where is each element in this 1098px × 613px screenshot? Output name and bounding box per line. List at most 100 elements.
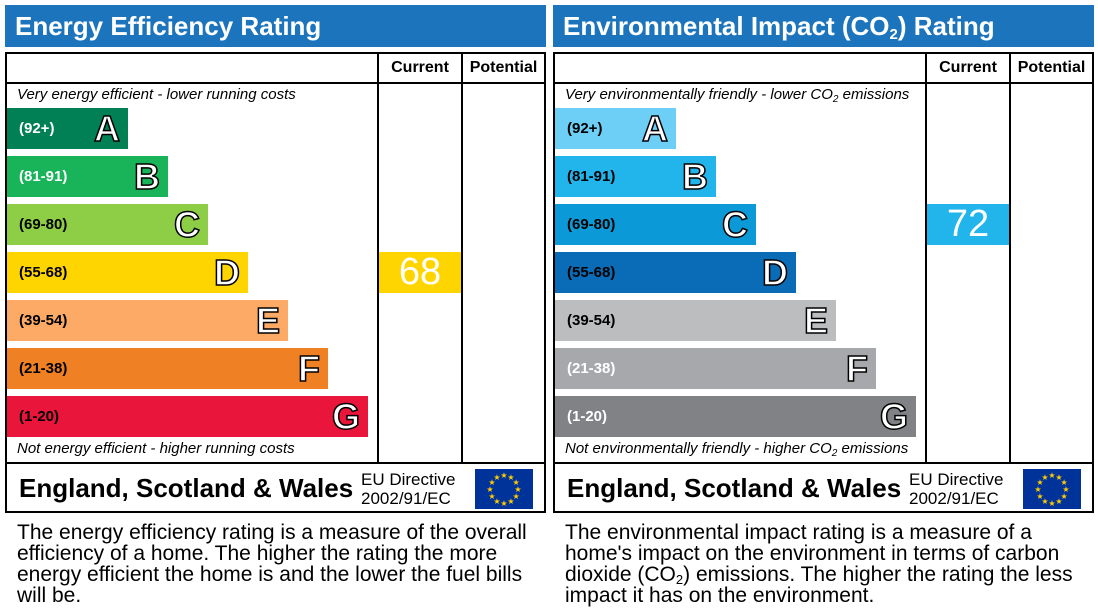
- band-letter: A: [93, 107, 121, 150]
- rating-frame: Current Potential Very energy efficient - …: [5, 52, 546, 513]
- environmental-impact-panel: Environmental Impact (CO2) Rating Current…: [553, 0, 1094, 613]
- band-letter: C: [173, 203, 201, 246]
- current-rating-value: 72: [927, 204, 1009, 245]
- current-column-divider: [377, 54, 379, 464]
- header-row-divider: [7, 82, 544, 84]
- band-letter: B: [681, 155, 709, 198]
- eu-star: ★: [1048, 471, 1055, 480]
- eu-star: ★: [1034, 485, 1041, 494]
- column-header-current: Current: [939, 59, 997, 76]
- eu-directive-line: EU Directive: [909, 470, 1004, 489]
- footer-row-divider: [555, 462, 1092, 464]
- eu-star: ★: [488, 478, 495, 487]
- rating-band-b: (81-91) B: [7, 155, 168, 198]
- column-header-potential: Potential: [1017, 59, 1086, 76]
- rating-band-a: (92+) A: [555, 107, 676, 150]
- band-range-label: (55-68): [19, 264, 68, 281]
- eu-star: ★: [1061, 478, 1068, 487]
- band-letter: F: [845, 347, 869, 390]
- eu-star: ★: [1061, 492, 1068, 501]
- region-label: England, Scotland & Wales: [19, 473, 354, 503]
- band-range-label: (81-91): [567, 168, 616, 185]
- rating-band-b: (81-91) B: [555, 155, 716, 198]
- current-rating-value: 68: [379, 252, 461, 293]
- band-range-label: (39-54): [567, 312, 616, 329]
- eu-star: ★: [500, 471, 507, 480]
- eu-star: ★: [1041, 497, 1048, 506]
- eu-star: ★: [1041, 473, 1048, 482]
- eu-stars-icon: ★ ★★★★★★★★★★★: [1034, 471, 1069, 508]
- eu-directive-label: EU Directive 2002/91/EC: [361, 470, 455, 508]
- energy-efficiency-panel: Energy Efficiency Rating Current Potential…: [5, 0, 546, 613]
- rating-band-e: (39-54) E: [7, 299, 288, 342]
- rating-description: The environmental impact rating is a mea…: [565, 521, 1073, 607]
- eu-star: ★: [500, 499, 507, 508]
- band-range-label: (21-38): [19, 360, 68, 377]
- rating-band-g: (1-20) G: [7, 395, 368, 438]
- rating-band-f: (21-38) F: [7, 347, 328, 390]
- bottom-caption: Not environmentally friendly - higher CO…: [565, 440, 909, 459]
- eu-star: ★: [488, 492, 495, 501]
- band-letter: D: [761, 251, 789, 294]
- eu-star: ★: [1055, 497, 1062, 506]
- rating-band-a: (92+) A: [7, 107, 128, 150]
- header-row-divider: [555, 82, 1092, 84]
- eu-star: ★: [493, 497, 500, 506]
- band-letter: E: [255, 299, 281, 342]
- footer-row-divider: [7, 462, 544, 464]
- rating-description: The energy efficiency rating is a measur…: [17, 521, 527, 607]
- eu-stars-icon: ★ ★★★★★★★★★★★: [486, 471, 521, 508]
- region-label: England, Scotland & Wales: [567, 473, 902, 503]
- eu-star: ★: [514, 485, 521, 494]
- rating-band-g: (1-20) G: [555, 395, 916, 438]
- eu-star: ★: [486, 485, 493, 494]
- rating-band-f: (21-38) F: [555, 347, 876, 390]
- band-letter: E: [803, 299, 829, 342]
- band-letter: B: [133, 155, 161, 198]
- current-column-divider: [925, 54, 927, 464]
- band-letter: D: [213, 251, 241, 294]
- eu-star: ★: [513, 492, 520, 501]
- eu-directive-label: EU Directive 2002/91/EC: [909, 470, 1003, 508]
- bottom-caption: Not energy efficient - higher running co…: [17, 440, 295, 457]
- potential-column-divider: [461, 54, 463, 464]
- eu-star: ★: [507, 497, 514, 506]
- band-range-label: (55-68): [567, 264, 616, 281]
- rating-band-c: (69-80) C: [555, 203, 756, 246]
- eu-star: ★: [507, 473, 514, 482]
- eu-directive-line: 2002/91/EC: [909, 489, 999, 508]
- eu-directive-line: EU Directive: [361, 470, 456, 489]
- eu-flag-icon: ★ ★ ★ ★ ★ ★ ★ ★ ★ ★ ★ ★: [475, 469, 533, 509]
- chart-title: Energy Efficiency Rating: [5, 5, 546, 47]
- band-letter: F: [297, 347, 321, 390]
- rating-band-d: (55-68) D: [555, 251, 796, 294]
- eu-star: ★: [493, 473, 500, 482]
- band-range-label: (39-54): [19, 312, 68, 329]
- band-range-label: (1-20): [19, 408, 60, 425]
- column-header-current: Current: [391, 59, 449, 76]
- band-range-label: (92+): [19, 120, 55, 137]
- band-letter: G: [879, 395, 909, 438]
- band-range-label: (21-38): [567, 360, 616, 377]
- eu-directive-line: 2002/91/EC: [361, 489, 451, 508]
- band-range-label: (69-80): [19, 216, 68, 233]
- potential-column-divider: [1009, 54, 1011, 464]
- band-range-label: (92+): [567, 120, 603, 137]
- eu-star: ★: [1048, 499, 1055, 508]
- rating-band-e: (39-54) E: [555, 299, 836, 342]
- band-letter: G: [331, 395, 361, 438]
- eu-star: ★: [513, 478, 520, 487]
- top-caption: Very environmentally friendly - lower CO…: [565, 86, 910, 105]
- rating-frame: Current Potential Very environmentally fri…: [553, 52, 1094, 513]
- eu-flag-icon: ★ ★ ★ ★ ★ ★ ★ ★ ★ ★ ★ ★: [1023, 469, 1081, 509]
- band-letter: C: [721, 203, 749, 246]
- band-letter: A: [641, 107, 669, 150]
- rating-band-c: (69-80) C: [7, 203, 208, 246]
- column-header-potential: Potential: [469, 59, 538, 76]
- chart-title: Environmental Impact (CO2) Rating: [553, 5, 1094, 47]
- eu-star: ★: [1062, 485, 1069, 494]
- eu-star: ★: [1036, 492, 1043, 501]
- top-caption: Very energy efficient - lower running co…: [17, 86, 296, 103]
- rating-band-d: (55-68) D: [7, 251, 248, 294]
- eu-star: ★: [1036, 478, 1043, 487]
